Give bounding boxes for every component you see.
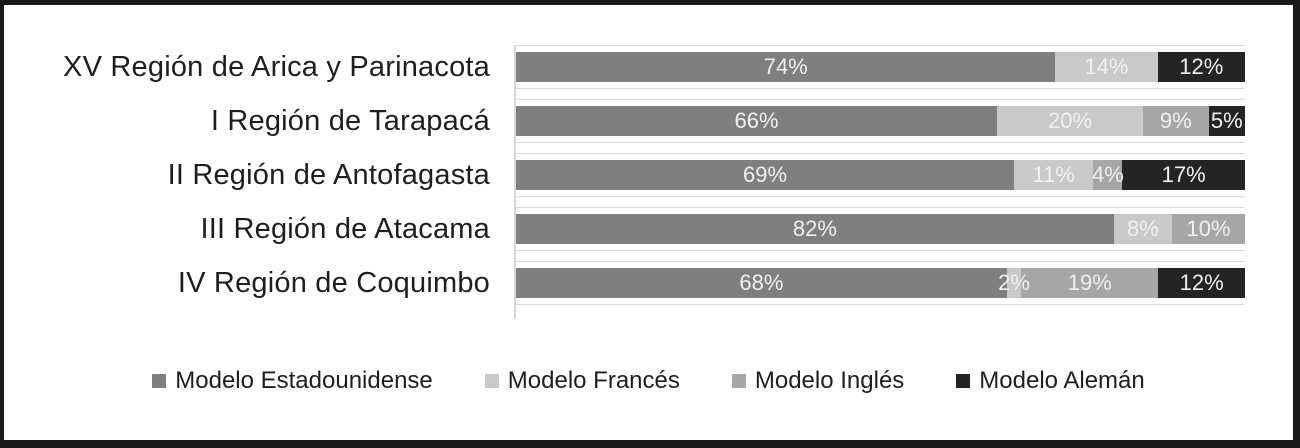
bar-segment: 19% <box>1021 268 1159 298</box>
bar-segment: 10% <box>1172 214 1245 244</box>
bar-segment: 11% <box>1014 160 1094 190</box>
stacked-bar: 82% 8% 10% <box>516 214 1245 244</box>
bar-segment: 4% <box>1091 160 1124 190</box>
stacked-bar: 68% 2% 19% 12% <box>516 268 1245 298</box>
bar-segment-label: 68% <box>739 270 784 295</box>
category-axis: XV Región de Arica y Parinacota I Región … <box>4 45 514 319</box>
bar-segment-label: 12% <box>1179 270 1224 295</box>
bar-track: 66% 20% 9% 5% <box>516 99 1245 143</box>
bar-track: 69% 11% 4% 17% <box>516 153 1245 197</box>
bar-segment-label: 9% <box>1159 108 1192 133</box>
bar-segment: 68% <box>516 268 1007 298</box>
bar-segment-label: 17% <box>1161 162 1206 187</box>
bar-segment-label: 20% <box>1048 108 1093 133</box>
bar-segment-label: 69% <box>742 162 788 187</box>
bar-segment: 12% <box>1158 268 1245 298</box>
bar-track: 82% 8% 10% <box>516 207 1245 251</box>
bar-segment: 20% <box>997 106 1143 136</box>
bar-segment-label: 12% <box>1179 54 1224 79</box>
bar-segment: 82% <box>516 214 1114 244</box>
category-label: II Región de Antofagasta <box>167 158 490 191</box>
legend-swatch-icon <box>484 374 499 388</box>
bar-segment-label: 10% <box>1186 216 1231 241</box>
bar-segment-label: 14% <box>1084 54 1129 79</box>
legend-swatch-icon <box>956 374 971 388</box>
bar-segment-label: 2% <box>998 270 1030 295</box>
bar-segment-label: 74% <box>763 54 808 79</box>
bar-segment: 17% <box>1122 160 1245 190</box>
bar-track: 68% 2% 19% 12% <box>516 261 1245 305</box>
chart-figure: XV Región de Arica y Parinacota I Región … <box>4 5 1293 395</box>
legend-item: Modelo Alemán <box>956 367 1145 395</box>
bar-track: 74% 14% 12% <box>516 45 1245 89</box>
legend-swatch-icon <box>152 374 167 388</box>
stacked-bar: 74% 14% 12% <box>516 52 1245 82</box>
bar-segment-label: 66% <box>734 108 779 133</box>
bar-segment-label: 82% <box>792 216 837 241</box>
category-label: III Región de Atacama <box>200 212 490 245</box>
bar-segment: 12% <box>1157 52 1245 82</box>
bar-segment-label: 11% <box>1032 162 1075 187</box>
bar-segment-label: 8% <box>1127 216 1159 241</box>
plot-area: 74% 14% 12% 66% 20% 9% 5% 69% 11% 4% 17% 82% 8% 10% 68… <box>514 45 1245 319</box>
stacked-bar-chart: XV Región de Arica y Parinacota I Región … <box>4 5 1293 319</box>
bar-segment-label: 19% <box>1067 270 1112 295</box>
bar-segment-label: 4% <box>1091 162 1124 187</box>
bar-segment: 66% <box>516 106 998 136</box>
legend-swatch-icon <box>731 374 746 388</box>
bar-segment: 5% <box>1208 106 1245 136</box>
bar-segment: 14% <box>1055 52 1158 82</box>
bar-segment: 8% <box>1113 214 1173 244</box>
category-label: I Región de Tarapacá <box>210 104 490 137</box>
bar-segment: 69% <box>516 160 1015 190</box>
bar-segment: 9% <box>1142 106 1209 136</box>
bar-segment: 74% <box>516 52 1056 82</box>
legend-item: Modelo Francés <box>484 367 680 395</box>
bar-segment-label: 5% <box>1210 108 1243 133</box>
category-label: IV Región de Coquimbo <box>177 266 490 299</box>
stacked-bar: 66% 20% 9% 5% <box>516 106 1245 136</box>
legend-label: Modelo Francés <box>507 367 680 394</box>
legend-item: Modelo Inglés <box>731 367 905 395</box>
category-label: XV Región de Arica y Parinacota <box>63 50 490 83</box>
legend-label: Modelo Inglés <box>754 367 905 394</box>
legend: Modelo Estadounidense Modelo Francés Model… <box>4 367 1293 395</box>
stacked-bar: 69% 11% 4% 17% <box>516 160 1245 190</box>
legend-item: Modelo Estadounidense <box>152 367 433 395</box>
bar-segment: 2% <box>998 268 1030 298</box>
legend-label: Modelo Estadounidense <box>175 367 433 394</box>
legend-label: Modelo Alemán <box>979 367 1145 394</box>
